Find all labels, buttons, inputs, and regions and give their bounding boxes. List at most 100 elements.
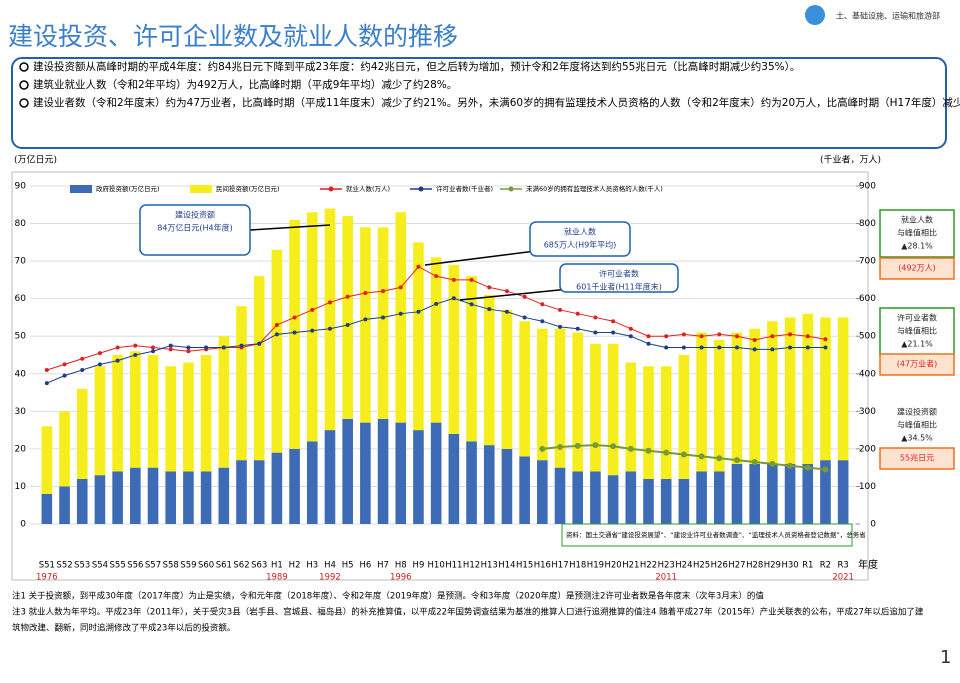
x-tick-label: H6 [359, 561, 371, 571]
bar-segment [643, 478, 654, 524]
bar-segment [306, 441, 318, 524]
bar-segment [820, 317, 831, 461]
x-tick-label: H30 [781, 561, 798, 571]
point [363, 291, 368, 296]
bar-segment [696, 332, 707, 472]
bar-segment [236, 306, 247, 461]
point [151, 349, 156, 354]
legend-dot [328, 186, 334, 192]
point [292, 315, 297, 320]
bar-segment [802, 463, 814, 524]
x-tick-label: S58 [163, 561, 179, 571]
point [574, 442, 581, 449]
bar-segment [59, 486, 70, 524]
annotation-text: 许可业者数 [599, 269, 639, 279]
point [186, 349, 191, 354]
bar-segment [360, 227, 371, 423]
legend-label: 民间投资额(万亿日元) [216, 184, 280, 193]
bar-segment [590, 471, 601, 524]
y2-tick-label: 100 [859, 482, 876, 492]
legend-label: 政府投资额(万亿日元) [96, 184, 160, 193]
bar-segment [324, 208, 336, 431]
annotation-text: 建设投资额 [175, 210, 215, 220]
bar-segment [377, 418, 389, 524]
point [770, 334, 775, 339]
point [62, 362, 67, 367]
bar-segment [271, 249, 283, 453]
y-tick-label: 50 [15, 332, 27, 342]
x-tick-label: H10 [428, 561, 445, 571]
point [610, 443, 617, 450]
bar-segment [271, 452, 283, 524]
bar-segment [678, 478, 690, 524]
arrow [249, 224, 331, 231]
bar-segment [749, 463, 760, 524]
point [752, 347, 757, 352]
summary-line: 建筑业就业人数（令和2年平均）为492万人，比高峰时期（平成9年平均）减少了约2… [33, 78, 457, 91]
point [664, 345, 669, 350]
bar-segment [183, 471, 194, 524]
bar-segment [306, 212, 318, 442]
side-note-text: 与峰值相比 [897, 228, 937, 238]
side-note-box [880, 402, 954, 449]
side-note-text: 与峰值相比 [897, 326, 937, 336]
point [628, 334, 633, 339]
legend-dot [418, 186, 424, 192]
x-tick-label: S56 [127, 561, 143, 571]
bar-segment [590, 343, 601, 472]
x-tick-label: H8 [395, 561, 407, 571]
x-tick-label: H27 [728, 561, 745, 571]
legend-dot [508, 186, 514, 192]
side-note-text: ▲34.5% [901, 434, 933, 443]
bullet [19, 62, 29, 72]
x-tick-label: H16 [534, 561, 551, 571]
point [398, 311, 403, 316]
legend-label: 就业人数(万人) [346, 184, 390, 193]
x-tick-label: H23 [658, 561, 675, 571]
bar-segment [130, 351, 141, 468]
source: 资料：国土交通省“建设投资展望”、“建设业许可业者数调查”、“监理技术人员资格者… [566, 530, 866, 539]
point [539, 445, 546, 452]
bar-segment [377, 227, 389, 419]
bar-segment [200, 355, 212, 472]
year-label: 1996 [390, 573, 412, 583]
point [681, 332, 686, 337]
y2-tick-label: 700 [859, 257, 876, 267]
point [804, 464, 811, 471]
point [699, 345, 704, 350]
x-tick-label: S52 [56, 561, 72, 571]
point [787, 462, 794, 469]
point [627, 445, 634, 452]
point [646, 341, 651, 346]
bar-segment [94, 475, 106, 524]
point [522, 294, 527, 299]
side-note-text: ▲21.1% [901, 340, 933, 349]
point [680, 451, 687, 458]
bar-segment [76, 388, 88, 479]
y2-tick-label: 200 [859, 444, 876, 454]
x-tick-label: H5 [342, 561, 354, 571]
side-note-box [879, 257, 955, 280]
point [717, 345, 722, 350]
x-tick-label: S63 [251, 561, 267, 571]
point [469, 277, 474, 282]
bar-segment [395, 212, 407, 423]
x-tick-label: S59 [180, 561, 196, 571]
point [770, 347, 775, 352]
y-tick-label: 20 [15, 444, 27, 454]
point [522, 315, 527, 320]
bar-segment [466, 276, 477, 442]
annotation-text: 就业人数 [564, 227, 596, 237]
bar-segment [430, 257, 442, 423]
bar-segment [660, 478, 672, 524]
point [434, 301, 439, 306]
side-note-box [879, 307, 955, 356]
point [310, 328, 315, 333]
note: 筑物改建、翻新，同时追溯修改了平成23年以后的投资额。 [12, 623, 235, 634]
bar-segment [324, 430, 336, 524]
point [558, 307, 563, 312]
bar-segment [483, 445, 495, 524]
bar-segment [94, 366, 106, 476]
legend-swatch [190, 185, 212, 193]
point [611, 330, 616, 335]
